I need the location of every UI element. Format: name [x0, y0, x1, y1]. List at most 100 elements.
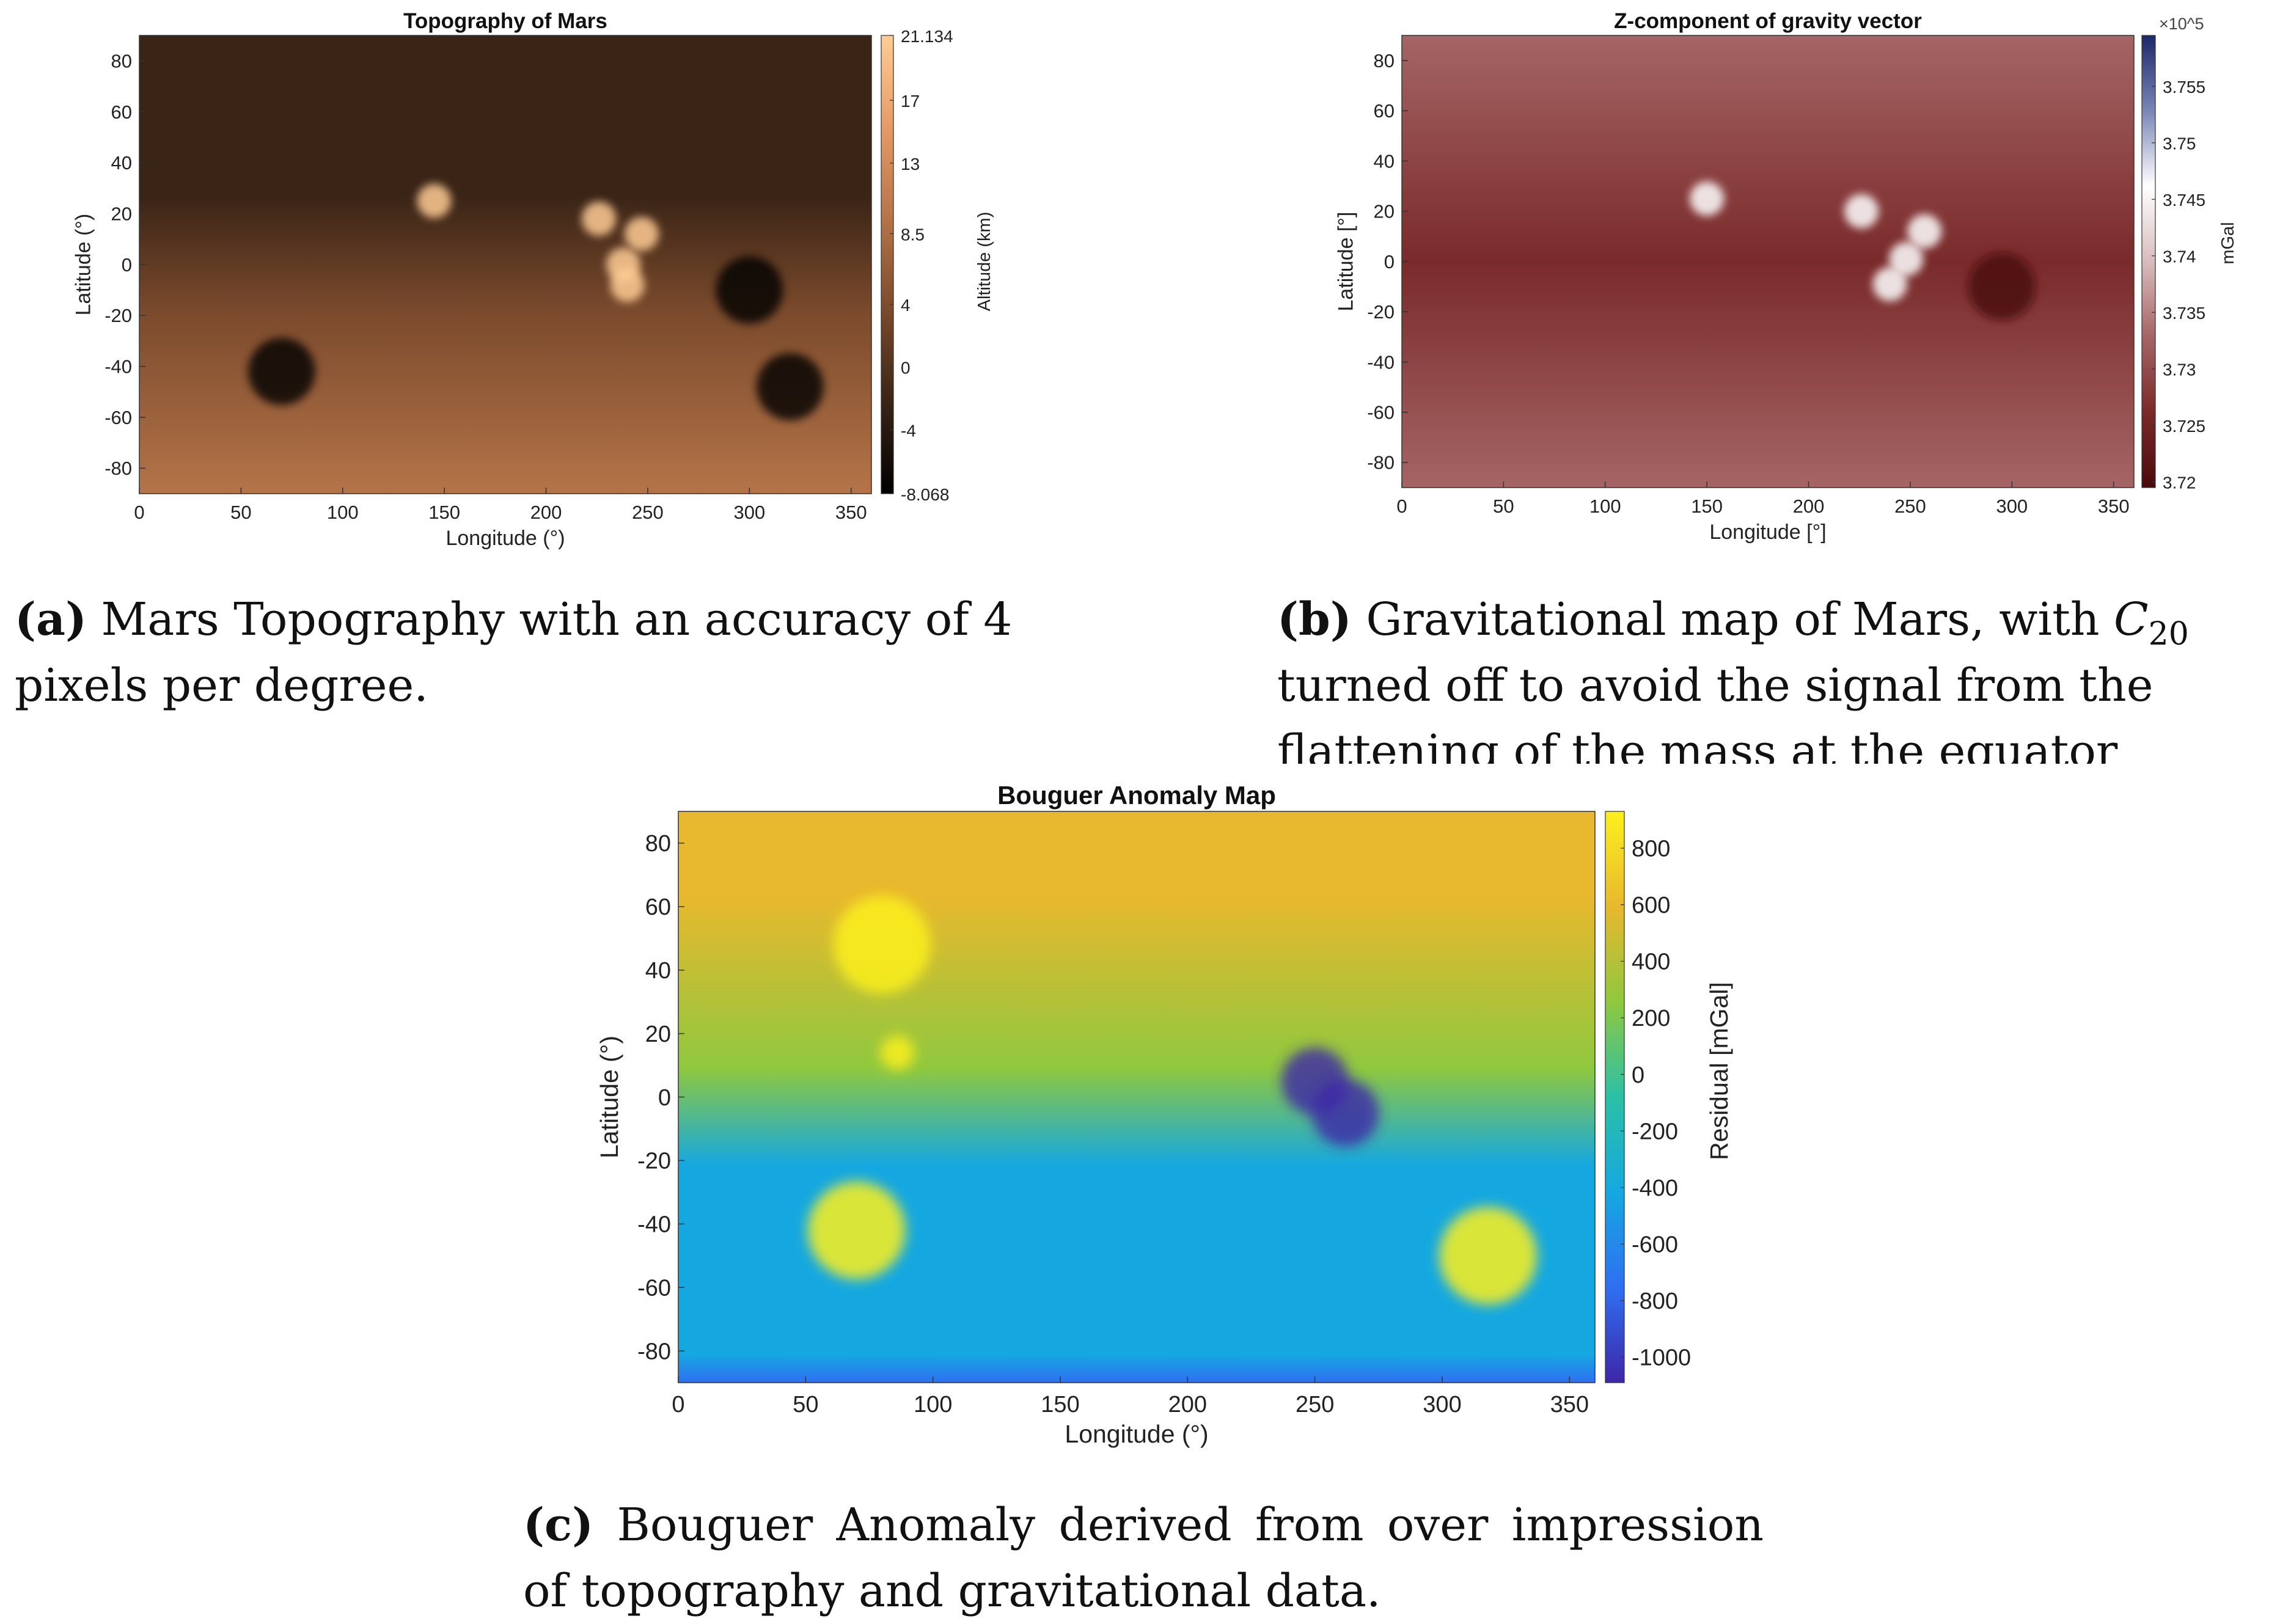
colorbar-tick-label: 3.755 [2163, 78, 2205, 97]
colorbar-tick-label: 0 [1632, 1063, 1644, 1088]
y-axis-label-b: Latitude [°] [1334, 212, 1357, 312]
colorbar-tick-label: 13 [901, 155, 920, 174]
y-tick-label: 60 [111, 101, 132, 123]
y-tick-label: 0 [122, 254, 132, 276]
x-tick-label: 300 [733, 502, 765, 523]
y-axis-label-c: Latitude (°) [595, 1036, 623, 1158]
plot-area-b [1402, 35, 2134, 488]
feature-high-2 [880, 1035, 915, 1070]
x-tick-label: 300 [1996, 496, 2028, 517]
feature-high-1 [1907, 214, 1942, 249]
plot-area-a [139, 35, 871, 494]
y-tick-label: 20 [1374, 201, 1395, 222]
y-tick-label: 80 [111, 51, 132, 72]
y-tick-label: -80 [1367, 452, 1395, 474]
caption-b: (b) Gravitational map of Mars, with C20 … [1277, 587, 2280, 764]
feature-high-0 [417, 183, 452, 218]
colorbar-tick-label: -200 [1632, 1119, 1678, 1144]
feature-high-1 [582, 202, 617, 236]
colorbar-exponent-b: ×10^5 [2159, 15, 2204, 33]
feature-high-4 [610, 268, 645, 302]
feature-high-4 [1690, 181, 1725, 216]
colorbar-tick-label: 8.5 [901, 225, 925, 244]
x-tick-label: 150 [1041, 1392, 1079, 1417]
y-tick-label: -20 [637, 1149, 671, 1174]
feature-low-6 [756, 353, 824, 420]
colorbar-tick-label: -1000 [1632, 1345, 1691, 1371]
x-tick-label: 0 [672, 1392, 684, 1417]
y-tick-label: -80 [104, 458, 132, 479]
y-tick-label: 40 [645, 958, 671, 984]
x-tick-label: 50 [1493, 496, 1514, 517]
y-tick-label: -40 [1367, 351, 1395, 373]
feature-high-3 [1439, 1207, 1537, 1305]
colorbar-tick-label: -600 [1632, 1232, 1678, 1257]
y-tick-label: -60 [104, 407, 132, 428]
y-tick-label: -20 [104, 305, 132, 326]
colorbar-label-b: mGal [2218, 222, 2238, 264]
y-tick-label: 0 [658, 1085, 671, 1111]
feature-high-0 [1844, 194, 1879, 229]
feature-high-2 [624, 217, 659, 251]
y-axis-label-a: Latitude (°) [71, 214, 95, 316]
x-tick-label: 0 [1396, 496, 1407, 517]
y-tick-label: -40 [637, 1212, 671, 1238]
x-tick-label: 200 [1168, 1392, 1207, 1417]
feature-high-0 [807, 1181, 906, 1279]
colorbar-label-c: Residual [mGal] [1705, 982, 1733, 1160]
colorbar-tick-label: 21.134 [901, 27, 953, 46]
map-background-b [1402, 35, 2134, 488]
x-tick-label: 0 [134, 502, 144, 523]
colorbar-tick-label: -400 [1632, 1176, 1678, 1201]
colorbar-tick-label: 4 [901, 296, 911, 315]
y-tick-label: 80 [1374, 50, 1395, 71]
colorbar-b [2141, 35, 2156, 488]
caption-a-tag: (a) [15, 593, 87, 646]
colorbar-tick-label: 17 [901, 92, 920, 111]
colorbar-tick-label: 3.725 [2163, 417, 2205, 436]
x-tick-label: 350 [1550, 1392, 1589, 1417]
x-axis-label-a: Longitude (°) [445, 527, 565, 550]
x-tick-label: 200 [1793, 496, 1825, 517]
colorbar-tick-label: 800 [1632, 836, 1670, 861]
feature-low-5 [1311, 1079, 1379, 1147]
feature-high-2 [1889, 241, 1924, 276]
y-tick-label: 40 [111, 152, 132, 174]
y-tick-label: 20 [645, 1022, 671, 1047]
y-tick-label: -20 [1367, 301, 1395, 323]
x-tick-label: 50 [230, 502, 251, 523]
caption-a: (a) Mars Topography with an accuracy of … [15, 587, 1066, 719]
x-tick-label: 200 [530, 502, 562, 523]
colorbar-tick-label: 3.745 [2163, 191, 2205, 210]
y-tick-label: 20 [111, 203, 132, 225]
x-tick-label: 250 [1296, 1392, 1334, 1417]
x-tick-label: 250 [1894, 496, 1926, 517]
feature-low-5 [1968, 253, 2036, 321]
x-tick-label: 100 [914, 1392, 952, 1417]
caption-c: (c) Bouguer Anomaly derived from over im… [523, 1492, 1764, 1624]
caption-b-text-2: turned off to avoid the signal from the … [1277, 659, 2154, 764]
y-tick-label: -40 [104, 356, 132, 378]
chart-title-a: Topography of Mars [403, 9, 607, 33]
caption-b-text-1: Gravitational map of Mars, with [1366, 593, 2100, 646]
y-tick-label: 80 [645, 831, 671, 857]
feature-low-7 [716, 256, 783, 324]
colorbar-label-a: Altitude (km) [975, 212, 994, 312]
colorbar-tick-label: -4 [901, 421, 916, 440]
x-axis-label-b: Longitude [°] [1709, 521, 1826, 544]
x-axis-label-c: Longitude (°) [1065, 1420, 1208, 1448]
caption-a-text: Mars Topography with an accuracy of 4 pi… [15, 593, 1013, 712]
x-tick-label: 150 [428, 502, 460, 523]
colorbar-c [1605, 811, 1625, 1383]
caption-b-subscript: 20 [2148, 615, 2189, 653]
x-tick-label: 50 [793, 1392, 818, 1417]
colorbar-tick-label: 3.75 [2163, 134, 2196, 153]
caption-c-text: Bouguer Anomaly derived from over impres… [523, 1499, 1764, 1617]
map-background-c [678, 811, 1595, 1383]
x-tick-label: 100 [1589, 496, 1621, 517]
chart-title-b: Z-component of gravity vector [1614, 9, 1922, 33]
x-tick-label: 150 [1691, 496, 1723, 517]
chart-b: Z-component of gravity vector 0 50 100 150 20… [1334, 9, 2238, 544]
